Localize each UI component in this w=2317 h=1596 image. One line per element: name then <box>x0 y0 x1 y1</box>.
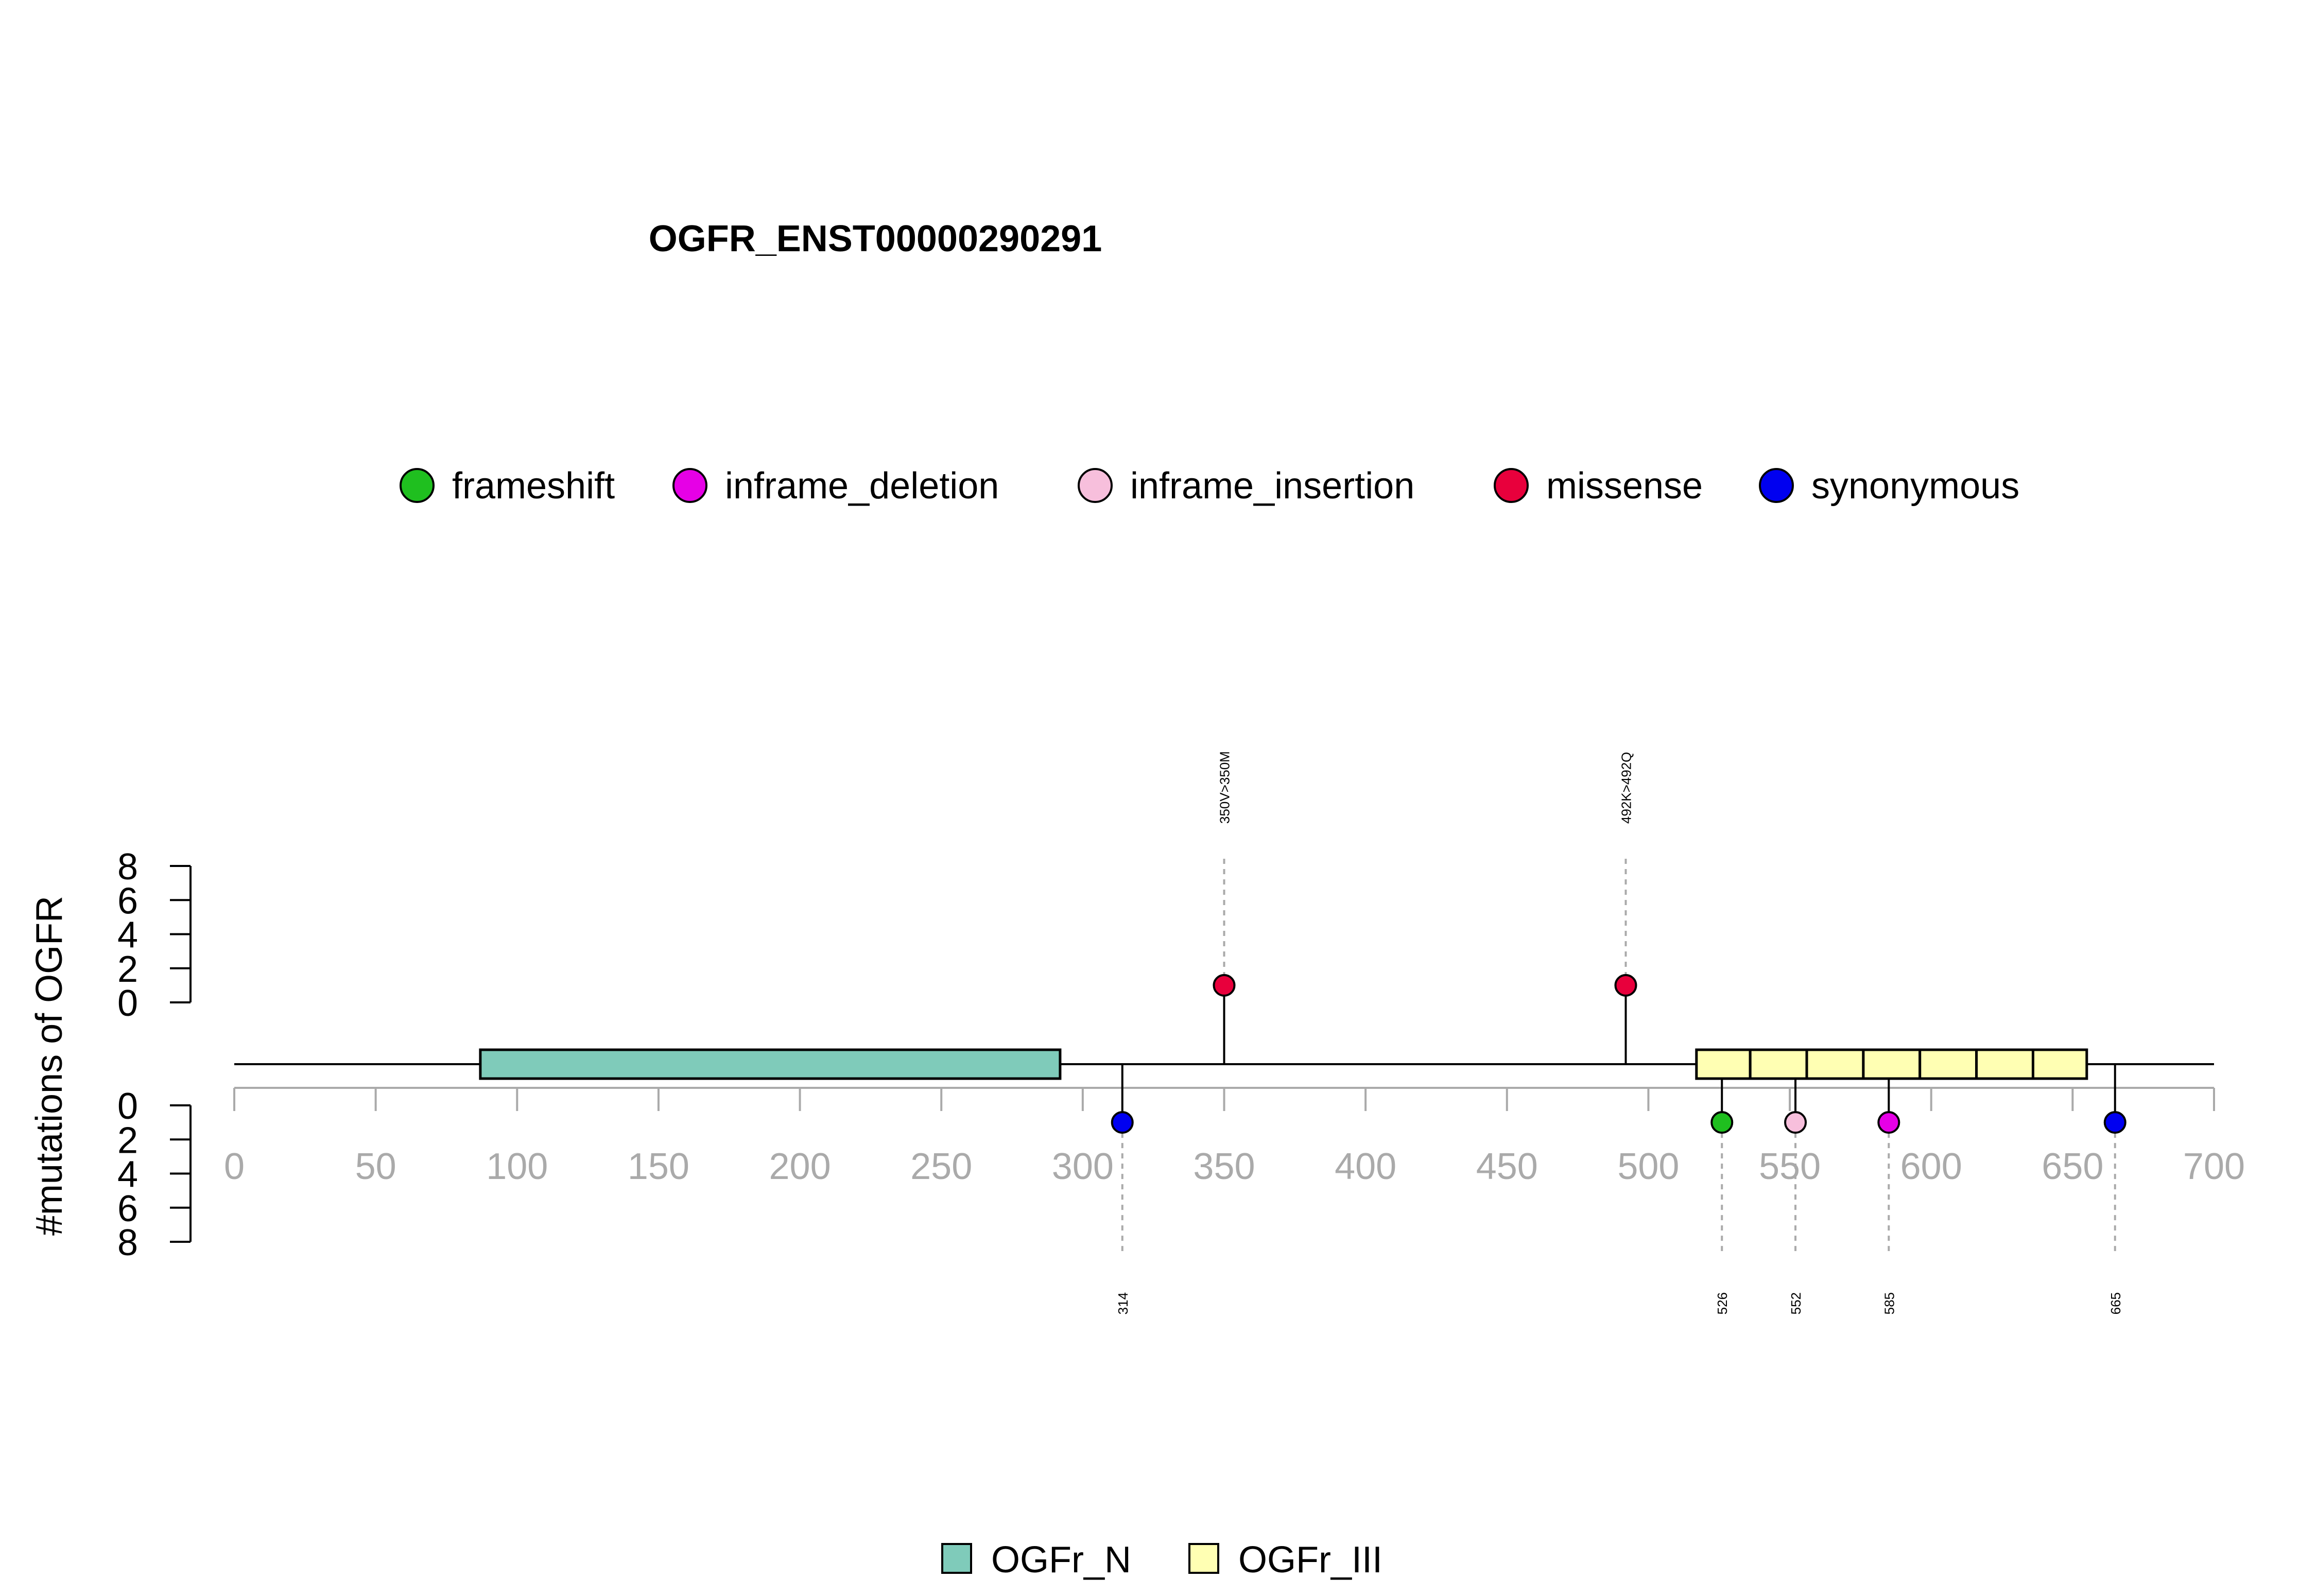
x-tick-label: 500 <box>1617 1146 1679 1187</box>
y-top-tick-label: 6 <box>117 880 138 922</box>
x-tick-label: 400 <box>1335 1146 1396 1187</box>
legend-marker-inframe_insertion <box>1078 468 1113 503</box>
y-bottom-tick-label: 0 <box>117 1086 138 1127</box>
legend-marker-missense <box>1494 468 1529 503</box>
domain-legend-label-OGFr_III: OGFr_III <box>1238 1539 1382 1581</box>
mutation-label: 492K>492Q <box>1618 752 1634 824</box>
mutation-label: 552 <box>1788 1292 1804 1314</box>
domain-OGFr_III <box>1975 1048 2034 1080</box>
mutation-head-missense <box>1614 974 1637 997</box>
mutation-type-legend: frameshift inframe_deletion inframe_insert… <box>400 465 2019 507</box>
domain-OGFr_N <box>479 1048 1062 1080</box>
y-top-tick-label: 8 <box>117 846 138 888</box>
protein-domains <box>479 1048 2088 1080</box>
domain-legend-label-OGFr_N: OGFr_N <box>991 1539 1131 1581</box>
x-tick-label: 100 <box>486 1146 548 1187</box>
x-tick-label: 700 <box>2183 1146 2245 1187</box>
mutation-head-inframe_deletion <box>1877 1111 1900 1134</box>
legend-label-synonymous: synonymous <box>1811 465 2019 507</box>
y-bottom-tick-label: 8 <box>117 1222 138 1263</box>
legend-marker-inframe_deletion <box>672 468 707 503</box>
domain-OGFr_III <box>2031 1048 2088 1080</box>
legend-marker-frameshift <box>400 468 435 503</box>
x-tick-label: 450 <box>1476 1146 1538 1187</box>
y-bottom-tick-label: 2 <box>117 1120 138 1161</box>
legend-label-missense: missense <box>1546 465 1703 507</box>
mutation-head-synonymous <box>2103 1111 2126 1134</box>
domain-OGFr_III <box>1862 1048 1922 1080</box>
x-tick-label: 300 <box>1052 1146 1114 1187</box>
y-top-tick-label: 2 <box>117 949 138 990</box>
x-tick-label: 350 <box>1193 1146 1255 1187</box>
x-tick-label: 50 <box>355 1146 396 1187</box>
x-tick-label: 0 <box>224 1146 245 1187</box>
y-axis-label: #mutations of OGFR <box>29 896 70 1236</box>
x-tick-label: 200 <box>769 1146 831 1187</box>
domain-OGFr_III <box>1805 1048 1865 1080</box>
bottom-mutation-heads: 314 526 552 585 665 <box>1111 1111 2126 1314</box>
mutation-head-missense <box>1213 974 1236 997</box>
x-tick-label: 550 <box>1759 1146 1821 1187</box>
y-bottom-tick-label: 6 <box>117 1188 138 1229</box>
mutation-head-frameshift <box>1710 1111 1734 1134</box>
legend-label-inframe_insertion: inframe_insertion <box>1130 465 1414 507</box>
top-mutation-lollipops <box>1223 859 1627 1064</box>
mutation-head-inframe_insertion <box>1784 1111 1807 1134</box>
y-bottom-tick-label: 4 <box>117 1154 138 1195</box>
x-tick-label: 650 <box>2042 1146 2103 1187</box>
domain-legend: OGFr_N OGFr_III <box>941 1539 1382 1581</box>
domain-legend-swatch-OGFr_III <box>1188 1543 1219 1574</box>
domain-OGFr_III <box>1918 1048 1978 1080</box>
domain-OGFr_III <box>1749 1048 1808 1080</box>
x-tick-label: 250 <box>910 1146 972 1187</box>
top-mutation-heads: 350V>350M 492K>492Q <box>1213 751 1637 997</box>
mutation-label: 314 <box>1115 1292 1131 1314</box>
domain-legend-swatch-OGFr_N <box>941 1543 972 1574</box>
legend-label-frameshift: frameshift <box>452 465 615 507</box>
x-tick-label: 600 <box>1900 1146 1962 1187</box>
legend-marker-synonymous <box>1759 468 1794 503</box>
chart-title: OGFR_ENST00000290291 <box>649 218 1102 259</box>
mutation-label: 526 <box>1715 1292 1730 1314</box>
y-top-tick-label: 4 <box>117 915 138 956</box>
y-top-tick-label: 0 <box>117 983 138 1024</box>
legend-label-inframe_deletion: inframe_deletion <box>725 465 999 507</box>
mutation-head-synonymous <box>1111 1111 1134 1134</box>
mutation-label: 665 <box>2108 1292 2123 1314</box>
mutation-label: 585 <box>1881 1292 1897 1314</box>
domain-OGFr_III <box>1695 1048 1752 1080</box>
x-axis: 0 50 100 150 200 250 300 350 400 450 500 550 600 650 7… <box>224 1087 2245 1187</box>
x-tick-label: 150 <box>628 1146 689 1187</box>
mutation-label: 350V>350M <box>1217 751 1233 824</box>
